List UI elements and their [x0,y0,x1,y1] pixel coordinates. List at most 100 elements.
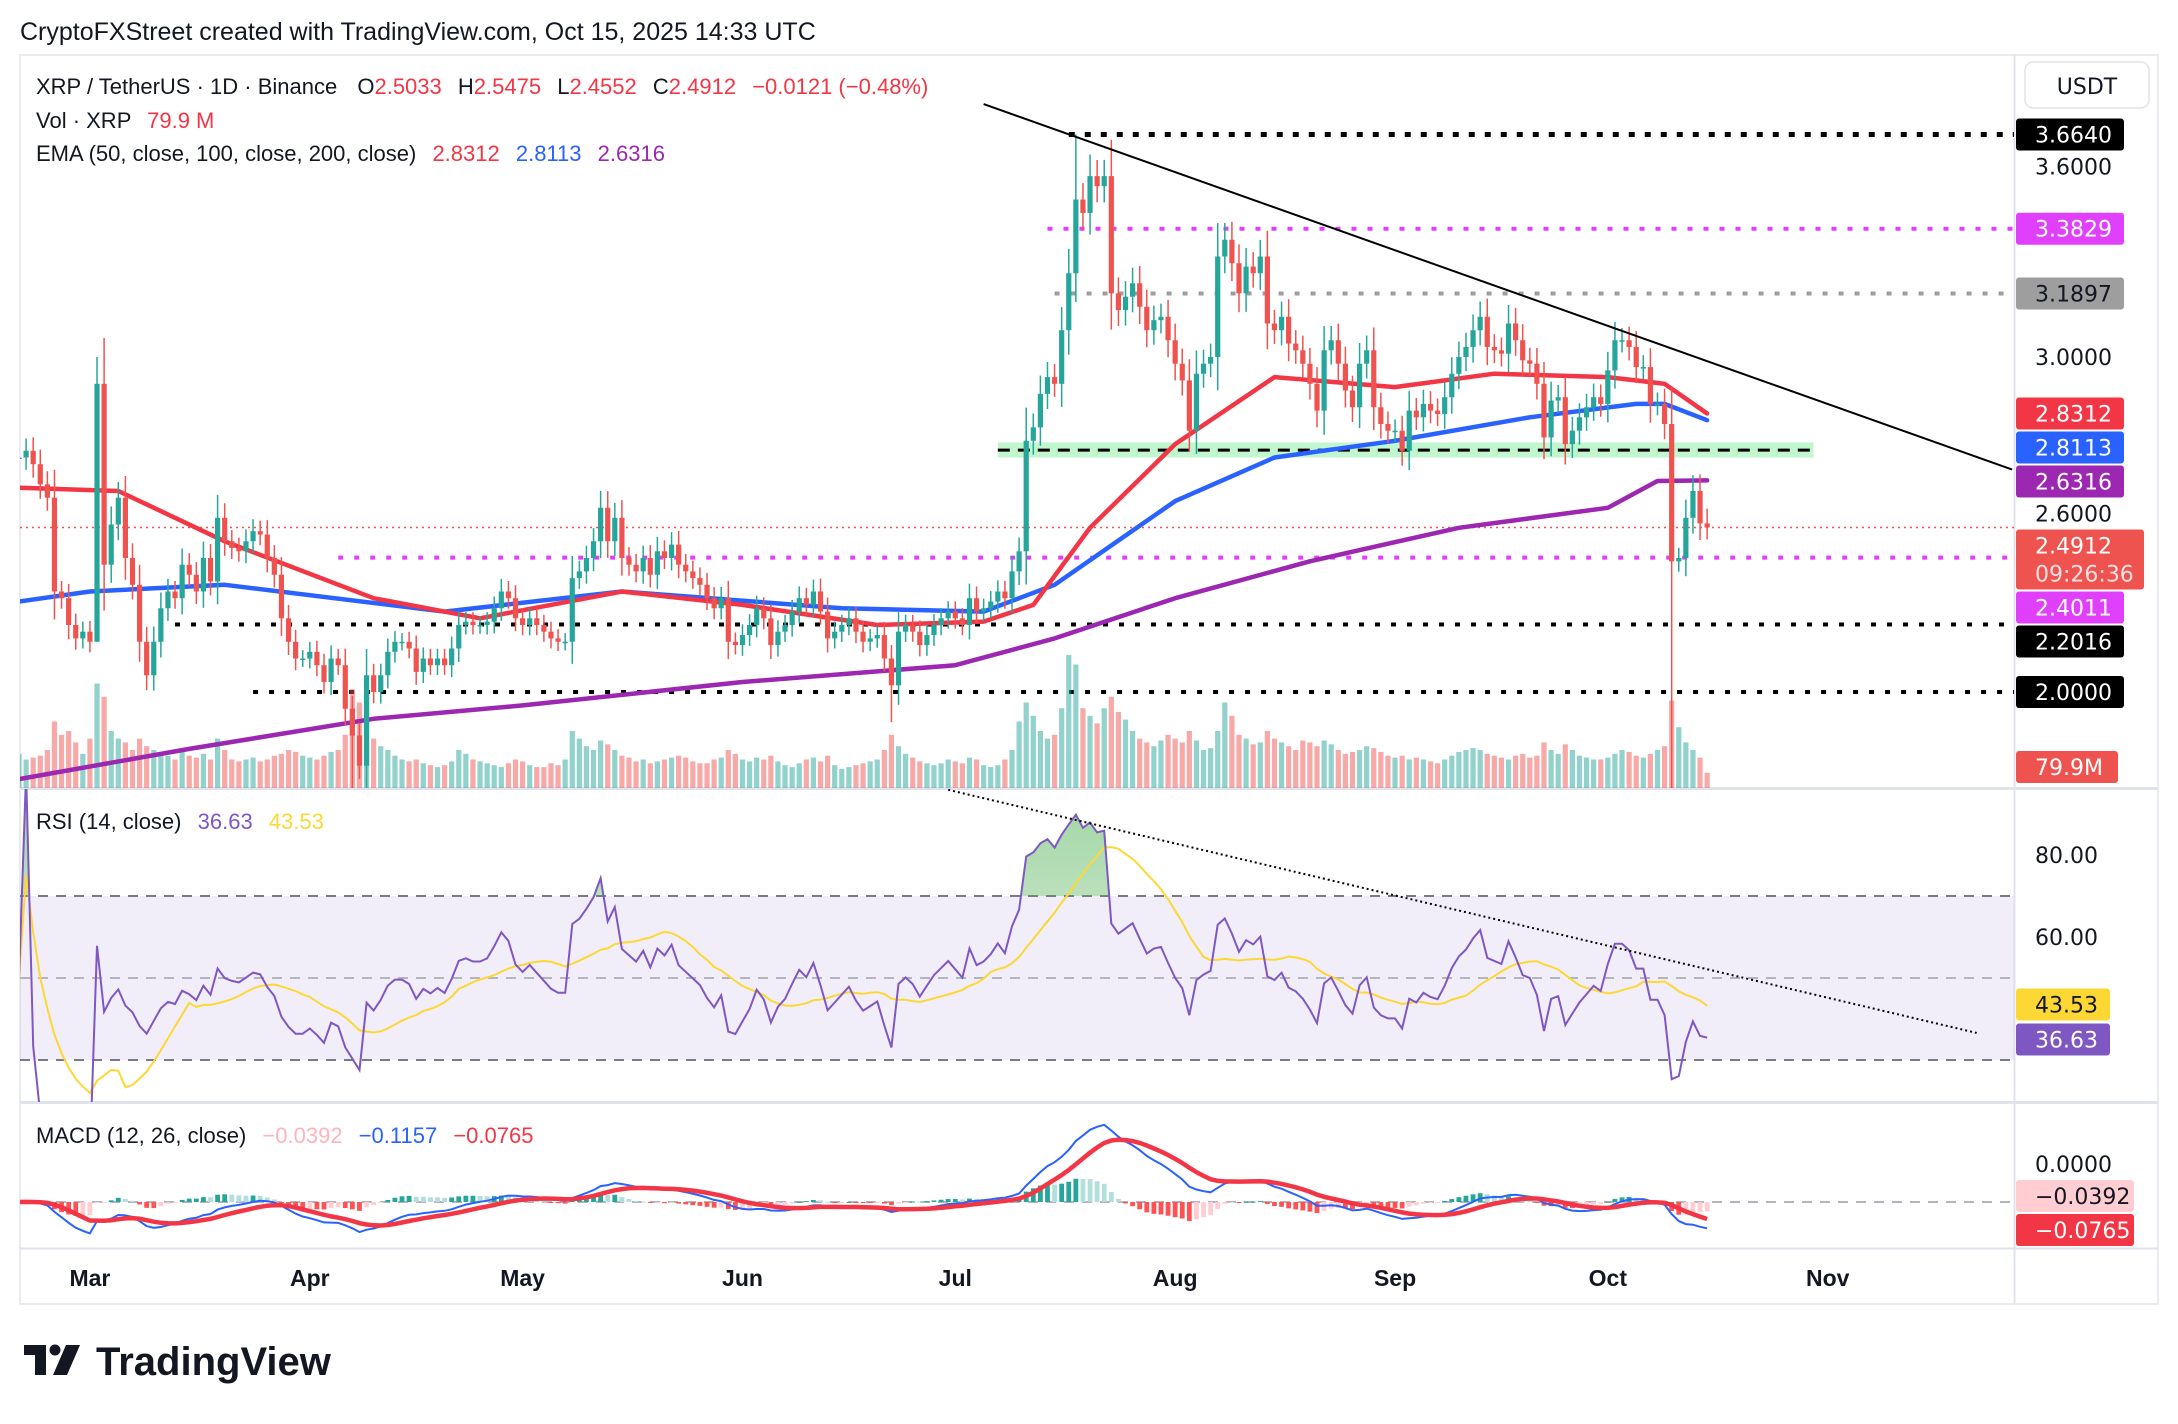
macd-histogram-bar [903,1202,909,1203]
candle-body [1548,400,1554,438]
candle [598,490,604,559]
volume-bar [654,761,660,788]
main-pane[interactable] [16,103,2014,823]
volume-bar [399,759,405,788]
ema-legend[interactable]: EMA (50, close, 100, close, 200, close) … [36,141,665,166]
symbol-legend[interactable]: XRP / TetherUS · 1D · Binance O2.5033 H2… [36,74,928,99]
macd-pane[interactable] [17,1123,2014,1235]
candle-body [661,551,668,558]
candle [434,648,441,675]
volume-bar [917,761,923,788]
candle [1222,222,1228,274]
candle [392,631,398,663]
macd-histogram-bar [1030,1188,1036,1202]
volume-bar [1066,655,1072,788]
volume-bar [1314,746,1320,788]
macd-histogram-bar [548,1202,554,1203]
macd-histogram-bar [1307,1202,1313,1212]
candle-body [356,735,363,766]
tradingview-logo[interactable]: TradingView [24,1340,332,1384]
candle [718,587,724,620]
candle-body [1661,403,1668,424]
candle [378,663,384,704]
candle-body [1690,491,1696,518]
ema50-line [20,371,1710,628]
candle-body [392,641,398,652]
candle-body [172,591,178,599]
candle [1115,277,1122,327]
price-axis[interactable]: 3.6640 3.6000 3.3829 3.1897 3.0000 2.8312 2.81… [2016,118,2144,783]
macd-axis-label-bg [2016,1180,2134,1212]
candle-body [725,598,731,642]
candle-body [640,558,646,572]
rsi-legend[interactable]: RSI (14, close) 36.63 43.53 [36,809,324,834]
candle [981,598,987,622]
candle-body [590,541,597,558]
macd-histogram-bar [1435,1202,1440,1203]
chart-frame [19,54,2159,1305]
candle [491,596,497,634]
macd-histogram-bar [236,1195,242,1202]
macd-histogram-bar [1591,1202,1597,1205]
macd-legend[interactable]: MACD (12, 26, close) −0.0392 −0.1157 −0.… [36,1123,533,1148]
candle [144,626,150,691]
macd-histogram-bar [1286,1202,1292,1209]
candle [1399,415,1405,466]
candle-body [775,631,781,646]
candle-body [867,638,873,642]
candle [803,587,809,616]
macd-axis-label-text: −0.0765 [2035,1219,2130,1244]
price-axis-label-text: 2.2016 [2035,631,2112,656]
candle-body [1314,383,1320,411]
macd-axis[interactable]: 0.0000 −0.0392 −0.0765 [2016,1153,2134,1246]
macd-histogram-bar [1300,1202,1306,1211]
time-axis[interactable]: Mar Apr May Jun Jul Aug Sep Oct Nov [69,1265,1849,1291]
time-axis-label: Mar [69,1265,110,1291]
macd-histogram-bar [818,1200,823,1202]
macd-histogram-bar [498,1195,504,1202]
macd-histogram-bar [87,1202,93,1215]
candle [1229,221,1235,282]
volume-bar [626,757,632,788]
currency-button[interactable]: USDT [2024,61,2150,109]
candle-body [817,591,824,612]
volume-bar [73,742,79,788]
price-axis-label: 3.1897 [2016,277,2124,310]
candle [151,626,157,691]
candle-body [1030,427,1036,441]
candle [1286,299,1292,362]
macd-histogram-bar [1066,1181,1072,1202]
volume-bar [1130,731,1136,788]
volume-bar [158,751,164,788]
candle [973,586,980,624]
candle [87,621,93,653]
candle [165,578,171,621]
candle [817,578,824,625]
rsi-axis[interactable]: 80.00 60.00 43.53 36.63 [2016,844,2110,1056]
candle-body [1151,320,1157,331]
volume-legend[interactable]: Vol · XRP 79.9 M [36,108,214,133]
volume-bar [1037,731,1043,788]
macd-signal-line [20,1137,1708,1228]
candle [697,567,703,596]
macd-histogram-bar [1037,1185,1043,1202]
price-axis-label: 2.8312 [2016,397,2124,430]
candle [1392,419,1398,442]
candle-body [973,598,980,612]
candle-body [73,625,79,639]
candle-body [668,544,675,558]
rsi-pane[interactable] [19,773,2014,1169]
rsi-line [20,789,1708,1102]
macd-histogram-bar [619,1196,625,1202]
candle-body [30,450,36,465]
volume-bar [1385,755,1391,788]
candle [1037,375,1043,446]
candle [690,560,696,589]
volume-bar [441,765,448,788]
rsi-axis-label-bg [2016,1023,2110,1056]
candle [867,629,873,652]
candle [356,722,363,779]
candle-body [285,618,292,642]
price-trendline[interactable] [983,103,2013,471]
